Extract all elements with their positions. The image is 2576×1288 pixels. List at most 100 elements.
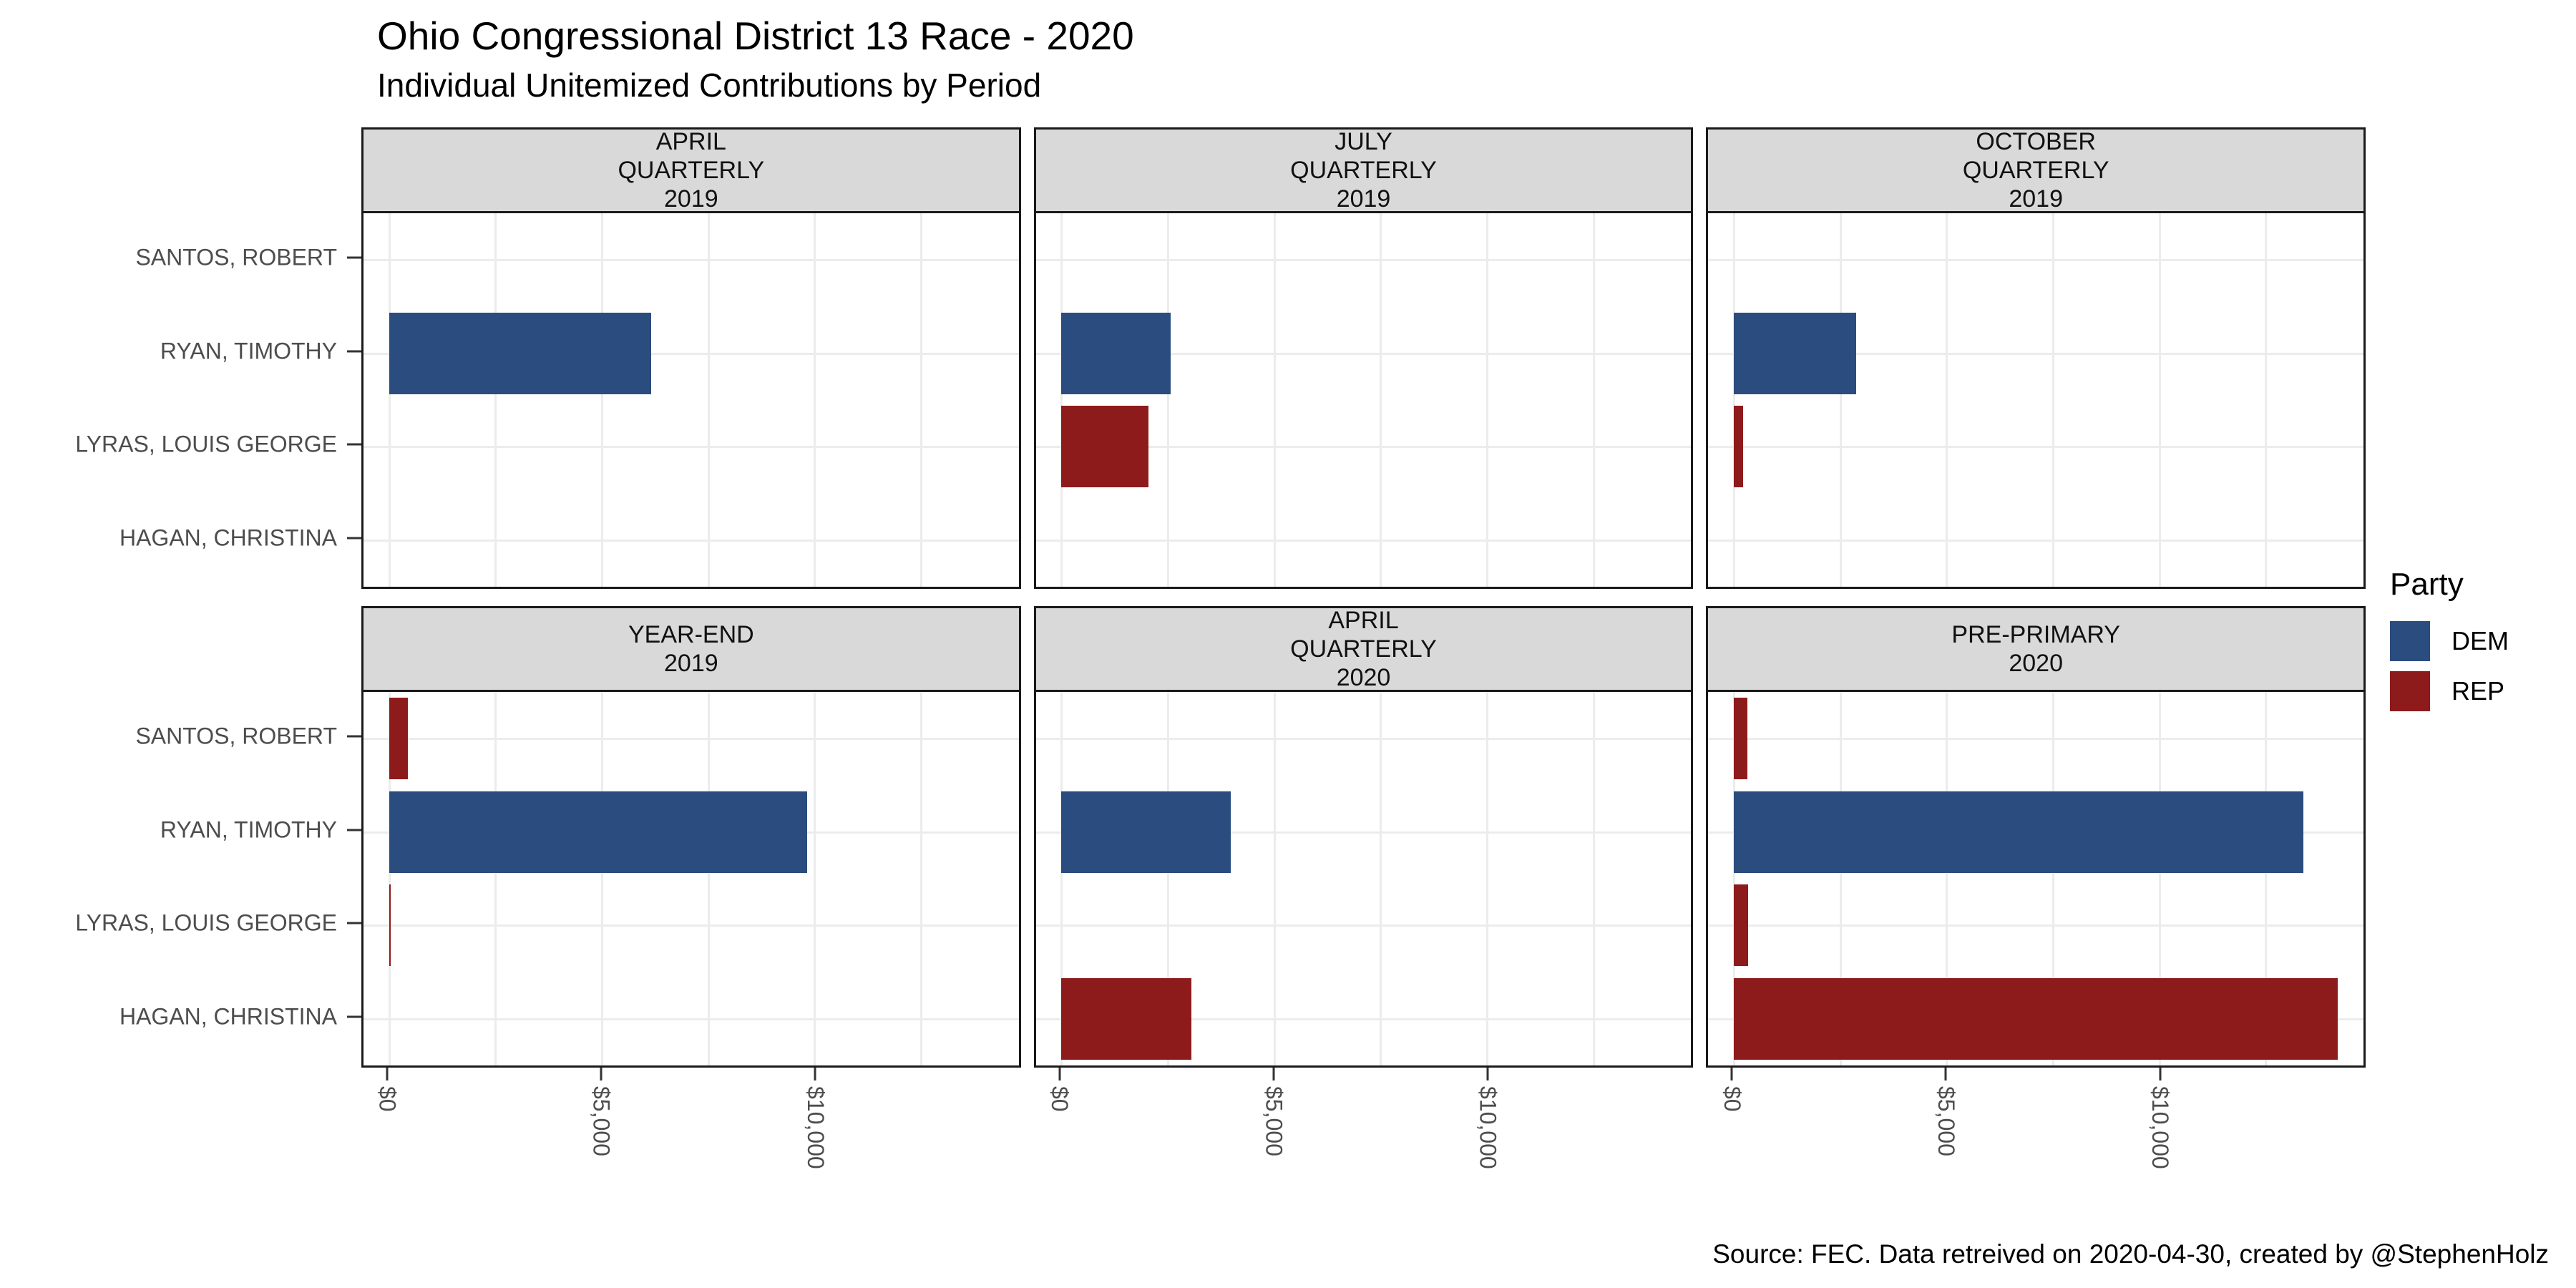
- vertical-gridline: [1060, 213, 1063, 587]
- facet-strip-line: QUARTERLY: [1290, 635, 1437, 663]
- bar-lyras: [389, 884, 391, 967]
- vertical-gridline: [2051, 692, 2054, 1065]
- vertical-gridline: [1733, 213, 1736, 587]
- facet-strip-line: 2019: [1336, 185, 1391, 213]
- facet-strip-line: 2019: [2009, 185, 2063, 213]
- bar-ryan: [389, 791, 807, 873]
- bar-ryan: [1061, 312, 1171, 394]
- vertical-gridline: [1060, 692, 1063, 1065]
- vertical-gridline: [1592, 692, 1595, 1065]
- facet-strip-line: QUARTERLY: [1290, 157, 1437, 184]
- x-axis: $0 $5,000 $10,000 $0 $5,000 $10,000 $0 $5,000…: [0, 1068, 2366, 1221]
- y-axis-tick: [347, 256, 361, 259]
- horizontal-gridline: [1035, 446, 1692, 449]
- facet-strip: YEAR-END 2019: [361, 606, 1021, 692]
- vertical-gridline: [1839, 213, 1842, 587]
- facet-april-quarterly-2020: APRIL QUARTERLY 2020: [1033, 606, 1694, 1068]
- x-axis-tick: [2159, 1068, 2162, 1080]
- vertical-gridline: [2158, 692, 2161, 1065]
- panel: [361, 690, 1021, 1068]
- x-axis-panel-2: $0 $5,000 $10,000: [1034, 1068, 1694, 1221]
- bar-ryan: [1734, 791, 2304, 873]
- facet-strip: APRIL QUARTERLY 2020: [1033, 606, 1694, 692]
- x-axis-tick-label: $0: [1047, 1086, 1073, 1112]
- horizontal-gridline: [1035, 259, 1692, 262]
- horizontal-gridline: [1708, 259, 2364, 262]
- x-axis-tick: [1486, 1068, 1489, 1080]
- horizontal-gridline: [1035, 1018, 1692, 1020]
- panel: [1706, 690, 2366, 1068]
- y-axis-label: HAGAN, CHRISTINA: [119, 525, 337, 551]
- y-axis-labels-row-1: SANTOS, ROBERT RYAN, TIMOTHY LYRAS, LOUIS …: [0, 127, 361, 589]
- facet-strip-line: JULY: [1335, 128, 1392, 155]
- panel: [1706, 211, 2366, 589]
- vertical-gridline: [919, 213, 922, 587]
- vertical-gridline: [1946, 213, 1948, 587]
- panel: [1033, 690, 1694, 1068]
- y-axis-label: RYAN, TIMOTHY: [160, 338, 337, 364]
- bar-hagan: [1061, 977, 1191, 1060]
- facet-strip-line: APRIL: [655, 128, 726, 155]
- y-axis-tick: [347, 350, 361, 353]
- facet-year-end-2019: YEAR-END 2019: [361, 606, 1021, 1068]
- bar-ryan: [389, 312, 651, 394]
- horizontal-gridline: [364, 924, 1019, 927]
- horizontal-gridline: [1708, 924, 2364, 927]
- x-axis-tick: [814, 1068, 816, 1080]
- x-axis-panel-1: $0 $5,000 $10,000: [361, 1068, 1021, 1221]
- facet-strip: APRIL QUARTERLY 2019: [361, 127, 1021, 213]
- y-axis-labels-row-2: SANTOS, ROBERT RYAN, TIMOTHY LYRAS, LOUIS …: [0, 606, 361, 1068]
- x-axis-tick: [1272, 1068, 1275, 1080]
- facet-strip-line: PRE-PRIMARY: [1951, 621, 2120, 648]
- source-caption: Source: FEC. Data retreived on 2020-04-3…: [1712, 1239, 2549, 1269]
- facet-strip-line: 2019: [664, 185, 718, 213]
- x-axis-tick-label: $0: [1719, 1086, 1745, 1112]
- horizontal-gridline: [364, 539, 1019, 542]
- vertical-gridline: [2158, 213, 2161, 587]
- x-axis-tick-label: $5,000: [1933, 1086, 1959, 1156]
- chart-title: Ohio Congressional District 13 Race - 20…: [377, 14, 1134, 58]
- vertical-gridline: [1839, 692, 1842, 1065]
- vertical-gridline: [1946, 692, 1948, 1065]
- vertical-gridline: [707, 213, 710, 587]
- legend-key-rep: REP: [2390, 671, 2509, 711]
- y-axis-label: LYRAS, LOUIS GEORGE: [75, 909, 337, 936]
- y-axis-tick: [347, 735, 361, 738]
- y-axis-tick: [347, 443, 361, 446]
- vertical-gridline: [388, 692, 391, 1065]
- legend: Party DEM REP: [2390, 567, 2509, 721]
- vertical-gridline: [1592, 213, 1595, 587]
- horizontal-gridline: [364, 446, 1019, 449]
- facet-pre-primary-2020: PRE-PRIMARY 2020: [1706, 606, 2366, 1068]
- vertical-gridline: [707, 692, 710, 1065]
- vertical-gridline: [388, 213, 391, 587]
- horizontal-gridline: [364, 259, 1019, 262]
- bar-santos: [389, 698, 409, 780]
- facet-strip: PRE-PRIMARY 2020: [1706, 606, 2366, 692]
- facet-row-1: SANTOS, ROBERT RYAN, TIMOTHY LYRAS, LOUIS …: [0, 127, 2366, 589]
- y-axis-label: HAGAN, CHRISTINA: [119, 1003, 337, 1030]
- vertical-gridline: [814, 213, 816, 587]
- facet-grid: SANTOS, ROBERT RYAN, TIMOTHY LYRAS, LOUIS …: [0, 127, 2366, 1221]
- chart-subtitle: Individual Unitemized Contributions by P…: [377, 67, 1042, 104]
- y-axis-label: RYAN, TIMOTHY: [160, 816, 337, 843]
- bar-santos: [1734, 698, 1748, 780]
- panel: [361, 211, 1021, 589]
- horizontal-gridline: [1708, 738, 2364, 741]
- x-axis-panel-3: $0 $5,000 $10,000: [1706, 1068, 2366, 1221]
- horizontal-gridline: [1035, 738, 1692, 741]
- vertical-gridline: [600, 692, 603, 1065]
- vertical-gridline: [494, 692, 497, 1065]
- y-axis-tick: [347, 537, 361, 540]
- horizontal-gridline: [1035, 831, 1692, 834]
- facet-strip: OCTOBER QUARTERLY 2019: [1706, 127, 2366, 213]
- legend-key-dem: DEM: [2390, 621, 2509, 661]
- vertical-gridline: [2051, 213, 2054, 587]
- x-axis-tick: [386, 1068, 389, 1080]
- bar-lyras: [1061, 406, 1148, 488]
- x-axis-tick: [1944, 1068, 1947, 1080]
- y-axis-tick: [347, 1015, 361, 1018]
- rep-color-swatch: [2390, 671, 2430, 711]
- x-axis-tick-label: $5,000: [1261, 1086, 1287, 1156]
- horizontal-gridline: [364, 352, 1019, 355]
